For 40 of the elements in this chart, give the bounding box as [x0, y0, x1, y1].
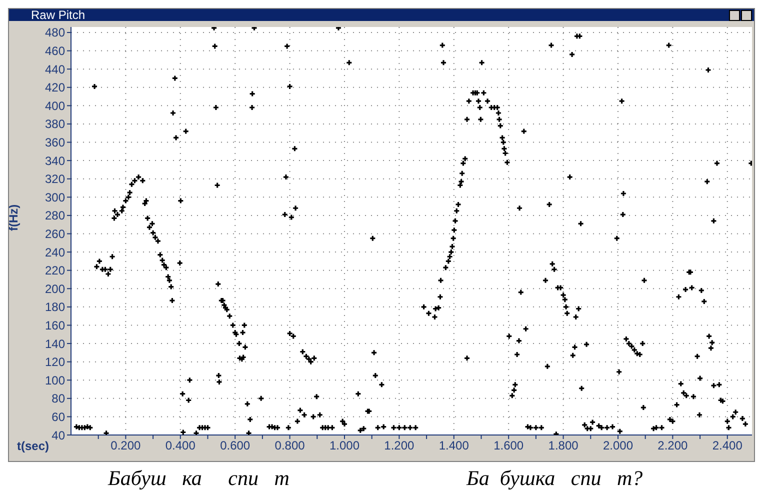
- y-tick-label: 140: [44, 336, 66, 351]
- chart-title: Raw Pitch: [9, 8, 754, 22]
- x-tick-label: 2.400: [712, 438, 743, 453]
- y-tick-label: 460: [44, 44, 66, 58]
- text: Ба бушка спи т?: [465, 466, 644, 491]
- y-tick-label: 220: [44, 264, 66, 278]
- y-tick-label: 240: [44, 245, 66, 260]
- x-tick-label: 0.600: [220, 438, 250, 453]
- x-tick-label: 0.400: [165, 438, 196, 453]
- x-tick-label: 1.000: [329, 438, 360, 453]
- y-tick-label: 180: [44, 300, 66, 314]
- y-tick-label: 260: [44, 227, 66, 242]
- y-tick-label: 320: [44, 172, 66, 186]
- y-axis-title: f(Hz): [6, 204, 20, 231]
- x-tick-label: 1.800: [548, 438, 579, 453]
- x-tick-label: 2.000: [602, 438, 634, 453]
- x-tick-label: 0.200: [110, 438, 142, 453]
- x-axis-title: t(sec): [17, 439, 50, 453]
- y-tick-label: 100: [44, 373, 66, 388]
- x-tick-label: 1.400: [438, 438, 470, 453]
- y-tick-label: 340: [44, 154, 66, 168]
- y-tick-label: 200: [44, 282, 66, 296]
- x-tick-label: 1.600: [494, 438, 524, 453]
- y-tick-label: 400: [44, 98, 66, 113]
- x-tick-label: 1.200: [384, 438, 415, 453]
- y-tick-label: 280: [44, 208, 66, 223]
- y-tick-label: 120: [44, 355, 66, 370]
- y-tick-label: 420: [44, 80, 66, 95]
- y-tick-label: 440: [44, 62, 66, 76]
- text: Бабуш ка спи т: [106, 466, 290, 491]
- y-tick-label: 60: [52, 410, 66, 424]
- y-tick-label: 480: [44, 26, 66, 40]
- y-tick-label: 80: [52, 392, 66, 406]
- x-tick-label: 2.200: [658, 438, 688, 453]
- x-tick-label: 0.800: [274, 438, 306, 453]
- y-tick-label: 380: [44, 117, 66, 132]
- y-tick-label: 160: [44, 318, 66, 332]
- y-tick-label: 40: [52, 428, 66, 442]
- y-tick-label: 300: [44, 190, 66, 204]
- y-tick-label: 360: [44, 136, 66, 150]
